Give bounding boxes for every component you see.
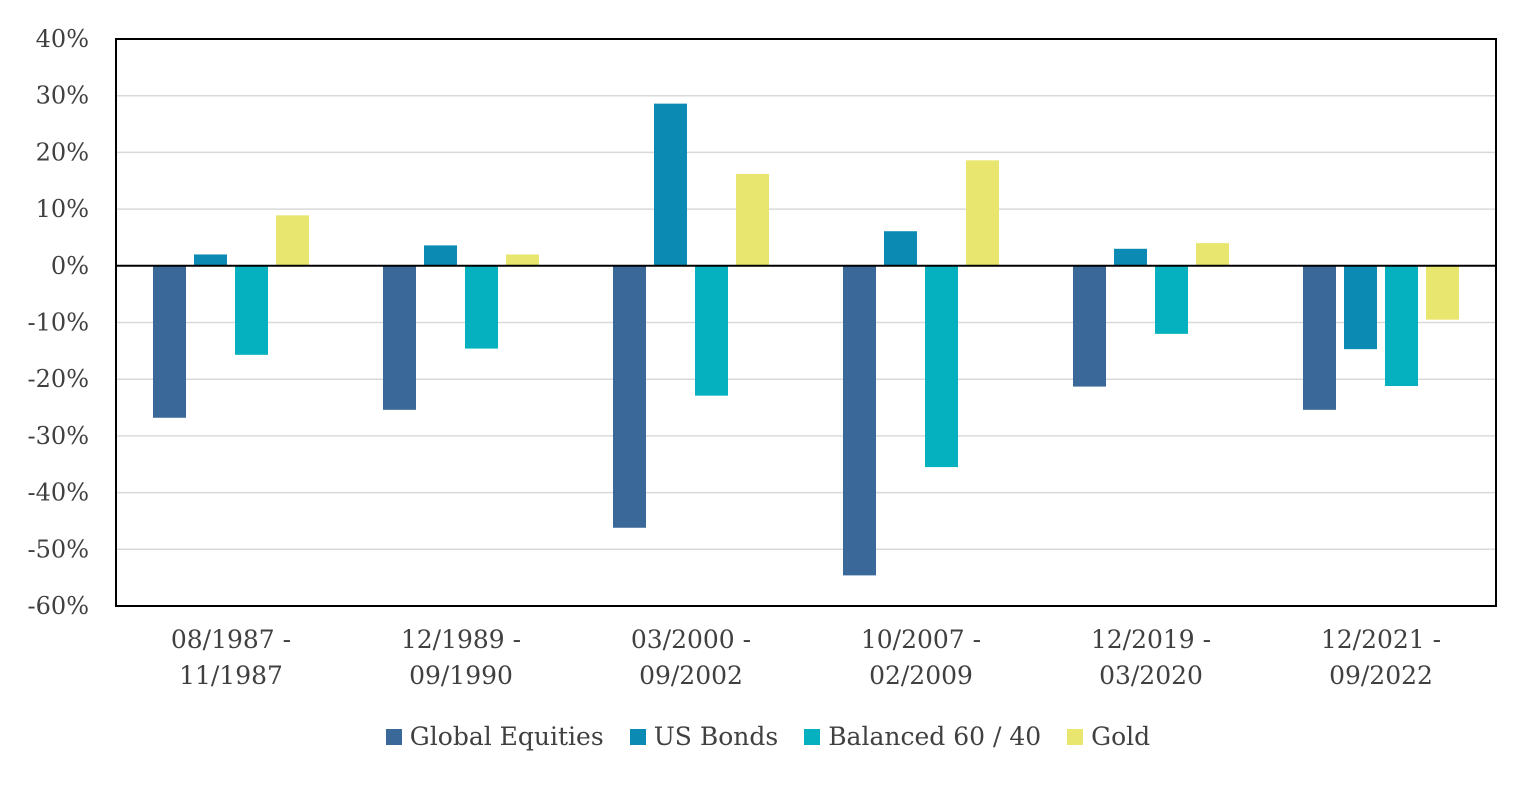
- bar-us-bonds: [1114, 248, 1147, 266]
- bar-gold: [506, 254, 539, 266]
- x-tick-label: 11/1987: [179, 661, 283, 690]
- bar-balanced-60-40: [695, 265, 728, 396]
- bar-us-bonds: [194, 254, 227, 266]
- y-axis-tick-labels: 40% 30% 20% 10% 0% -10% -20% -30% -40% -50% -60%: [28, 25, 89, 620]
- legend: Global Equities US Bonds Balanced 60 / 40 G…: [0, 722, 1536, 751]
- legend-item: Balanced 60 / 40: [804, 722, 1041, 751]
- bar-gold: [966, 160, 999, 266]
- legend-label: Global Equities: [409, 722, 604, 751]
- y-tick-label: 20%: [36, 138, 89, 166]
- bar-us-bonds: [424, 245, 457, 266]
- x-tick-label: 12/1989 -: [401, 625, 521, 654]
- bar-balanced-60-40: [1155, 265, 1188, 334]
- y-tick-label: -50%: [28, 535, 89, 563]
- y-tick-label: 40%: [36, 25, 89, 53]
- bars: [153, 103, 1459, 576]
- x-tick-label: 02/2009: [869, 661, 973, 690]
- x-tick-label: 10/2007 -: [861, 625, 981, 654]
- bar-global-equities: [613, 265, 646, 528]
- y-tick-label: -20%: [28, 365, 89, 393]
- y-tick-label: -40%: [28, 479, 89, 507]
- y-tick-label: 0%: [51, 252, 89, 280]
- legend-swatch: [629, 728, 646, 745]
- bar-us-bonds: [1344, 265, 1377, 350]
- bar-gold: [1426, 265, 1459, 320]
- bar-global-equities: [383, 265, 416, 410]
- bar-balanced-60-40: [1385, 265, 1418, 387]
- legend-item: Global Equities: [385, 722, 604, 751]
- bar-us-bonds: [654, 103, 687, 266]
- x-tick-label: 12/2021 -: [1321, 625, 1441, 654]
- legend-swatch: [385, 728, 402, 745]
- y-tick-label: 30%: [36, 82, 89, 110]
- x-tick-label: 09/2002: [639, 661, 743, 690]
- x-tick-label: 03/2020: [1099, 661, 1203, 690]
- bar-balanced-60-40: [925, 265, 958, 468]
- legend-swatch: [804, 728, 821, 745]
- y-tick-label: -30%: [28, 422, 89, 450]
- x-tick-label: 12/2019 -: [1091, 625, 1211, 654]
- gridlines: [116, 94, 1496, 551]
- bar-gold: [276, 215, 309, 266]
- legend-label: Balanced 60 / 40: [828, 722, 1042, 751]
- legend-swatch: [1067, 728, 1084, 745]
- x-axis-tick-labels: 08/1987 - 11/1987 12/1989 - 09/1990 03/2000 …: [171, 625, 1441, 690]
- bar-us-bonds: [884, 231, 917, 266]
- y-tick-label: -10%: [28, 309, 89, 337]
- x-tick-label: 03/2000 -: [631, 625, 751, 654]
- legend-label: Gold: [1091, 722, 1151, 751]
- legend-item: Gold: [1067, 722, 1150, 751]
- legend-label: US Bonds: [653, 722, 779, 751]
- x-tick-label: 09/1990: [409, 661, 513, 690]
- plot-area-border: [115, 38, 1497, 607]
- bar-gold: [736, 173, 769, 266]
- y-tick-label: 10%: [36, 195, 89, 223]
- y-tick-label: -60%: [28, 592, 89, 620]
- bar-balanced-60-40: [235, 265, 268, 355]
- x-tick-label: 09/2022: [1329, 661, 1433, 690]
- bar-global-equities: [153, 265, 186, 418]
- bar-global-equities: [1303, 265, 1336, 410]
- bar-balanced-60-40: [465, 265, 498, 349]
- bar-global-equities: [1073, 265, 1106, 387]
- bar-gold: [1196, 243, 1229, 266]
- legend-item: US Bonds: [629, 722, 779, 751]
- bar-global-equities: [843, 265, 876, 576]
- x-tick-label: 08/1987 -: [171, 625, 291, 654]
